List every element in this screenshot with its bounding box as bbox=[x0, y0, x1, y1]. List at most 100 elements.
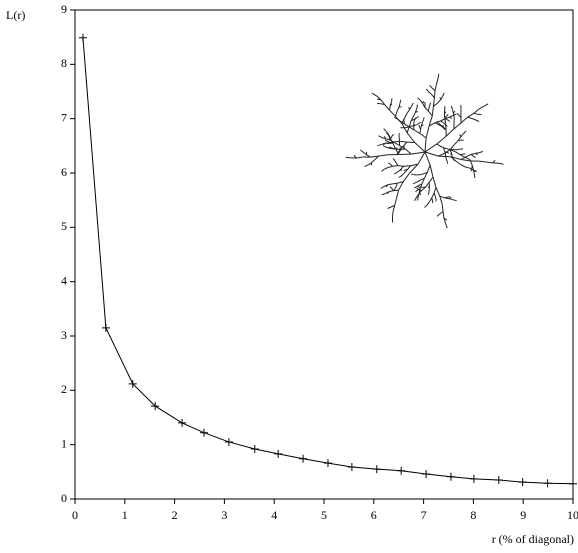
fractal-branch bbox=[393, 188, 396, 192]
fractal-branch bbox=[400, 140, 408, 143]
data-marker bbox=[78, 33, 87, 42]
fractal-branch bbox=[391, 147, 395, 150]
data-marker bbox=[178, 418, 187, 427]
fractal-branch bbox=[433, 102, 438, 107]
fractal-branch bbox=[417, 151, 426, 165]
fractal-branch bbox=[370, 155, 379, 158]
fractal-branch bbox=[457, 148, 461, 151]
fractal-branch bbox=[436, 143, 444, 149]
fractal-branch bbox=[403, 121, 405, 125]
fractal-branch bbox=[460, 164, 466, 168]
fractal-branch bbox=[492, 159, 496, 164]
fractal-branch bbox=[353, 155, 357, 159]
fractal-branch bbox=[429, 84, 433, 89]
fractal-branch bbox=[439, 97, 442, 100]
fractal-branch bbox=[424, 107, 429, 112]
fractal-branch bbox=[414, 197, 417, 201]
fractal-branch bbox=[345, 156, 351, 159]
fractal-branch bbox=[428, 115, 433, 127]
fractal-branch bbox=[418, 125, 420, 128]
y-tick-label: 3 bbox=[61, 328, 67, 342]
fractal-branch bbox=[395, 182, 398, 187]
fractal-branch bbox=[414, 142, 426, 153]
fractal-branch bbox=[443, 217, 448, 221]
fractal-branch bbox=[446, 114, 449, 117]
fractal-branch bbox=[421, 186, 426, 191]
fractal-branch bbox=[404, 113, 408, 119]
fractal-branch bbox=[415, 123, 419, 126]
fractal-branch bbox=[385, 184, 389, 188]
fractal-branch bbox=[367, 162, 372, 166]
fractal-branch bbox=[422, 100, 425, 104]
fractal-branch bbox=[470, 154, 474, 157]
fractal-branch bbox=[402, 171, 406, 175]
fractal-branch bbox=[428, 182, 430, 187]
x-tick-label: 4 bbox=[271, 508, 277, 522]
fractal-branch bbox=[438, 152, 446, 157]
fractal-branch bbox=[396, 147, 398, 150]
fractal-branch bbox=[384, 139, 388, 142]
fractal-branch bbox=[389, 105, 391, 111]
fractal-branch bbox=[377, 144, 381, 147]
fractal-branch bbox=[486, 161, 493, 164]
fractal-branch bbox=[405, 148, 412, 155]
fractal-branch bbox=[424, 151, 431, 166]
fractal-branch bbox=[434, 122, 439, 125]
fractal-branch bbox=[394, 111, 398, 117]
fractal-branch bbox=[391, 98, 393, 102]
fractal-branch bbox=[374, 155, 379, 161]
fractal-branch bbox=[403, 169, 406, 172]
fractal-branch bbox=[445, 116, 450, 120]
fractal-branch bbox=[411, 173, 414, 176]
fractal-branch bbox=[433, 192, 436, 197]
fractal-branch bbox=[398, 103, 401, 108]
fractal-branch bbox=[410, 163, 419, 167]
fractal-branch bbox=[429, 164, 434, 178]
fractal-branch bbox=[397, 150, 401, 154]
fractal-branch bbox=[413, 111, 416, 117]
fractal-branch bbox=[400, 173, 404, 177]
fractal-branch bbox=[386, 140, 391, 143]
fractal-branch bbox=[415, 189, 418, 193]
fractal-branch bbox=[410, 119, 415, 122]
fractal-branch bbox=[408, 107, 410, 110]
fractal-branch bbox=[394, 186, 397, 190]
fractal-branch bbox=[411, 102, 414, 107]
fractal-branch bbox=[387, 134, 390, 138]
fractal-branch bbox=[423, 117, 425, 120]
fractal-branch bbox=[406, 132, 416, 143]
fractal-branch bbox=[445, 158, 448, 162]
fractal-branch bbox=[432, 97, 435, 107]
fractal-cluster bbox=[345, 73, 504, 229]
fractal-branch bbox=[431, 106, 434, 116]
fractal-branch bbox=[390, 135, 393, 139]
fractal-branch bbox=[446, 161, 449, 164]
fractal-branch bbox=[382, 143, 386, 146]
fractal-branch bbox=[414, 186, 417, 189]
fractal-branch bbox=[473, 174, 476, 178]
fractal-branch bbox=[419, 126, 422, 130]
fractal-branch bbox=[411, 151, 426, 155]
fractal-branch bbox=[483, 103, 489, 107]
x-tick-label: 2 bbox=[172, 508, 178, 522]
y-tick-label: 7 bbox=[61, 110, 67, 124]
fractal-branch bbox=[448, 196, 452, 200]
fractal-branch bbox=[443, 122, 446, 126]
fractal-branch bbox=[392, 143, 396, 149]
fractal-branch bbox=[442, 211, 445, 219]
fractal-branch bbox=[444, 155, 447, 158]
fractal-branch bbox=[383, 128, 387, 132]
fractal-branch bbox=[473, 112, 478, 115]
fractal-branch bbox=[406, 109, 410, 114]
data-line bbox=[82, 37, 574, 485]
fractal-branch bbox=[380, 99, 386, 106]
fractal-branch bbox=[399, 149, 402, 152]
data-marker bbox=[569, 479, 577, 488]
fractal-branch bbox=[392, 158, 395, 161]
fractal-branch bbox=[419, 129, 422, 134]
fractal-branch bbox=[362, 151, 367, 155]
data-marker bbox=[128, 379, 137, 388]
fractal-branch bbox=[439, 196, 443, 205]
fractal-branch bbox=[385, 138, 391, 141]
fractal-branch bbox=[456, 113, 460, 116]
